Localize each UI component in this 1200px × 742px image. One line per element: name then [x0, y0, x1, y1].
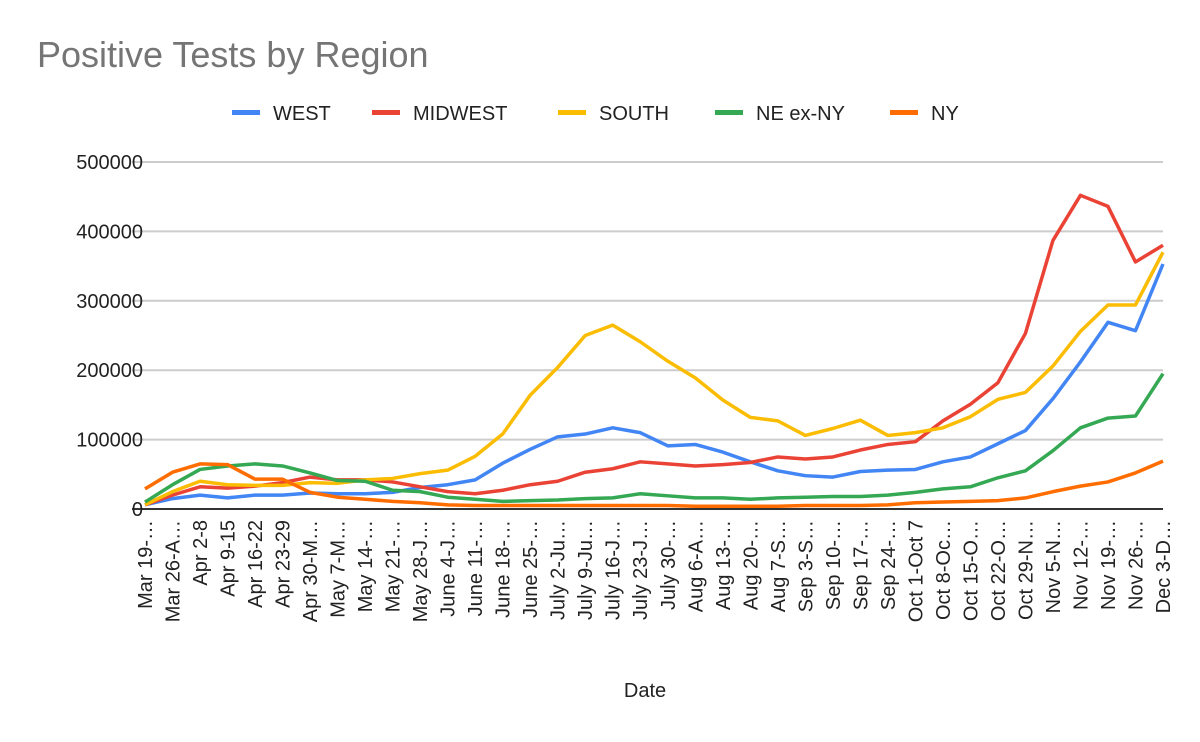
y-tick-label: 200000 — [76, 360, 143, 382]
x-tick-label: Mar 19-… — [135, 520, 157, 609]
x-tick-label: Aug 6-A… — [685, 520, 707, 612]
legend-label: NY — [931, 103, 959, 125]
x-tick-label: Oct 15-O… — [960, 520, 982, 621]
x-tick-label: May 14-… — [355, 520, 377, 612]
series-line-ne-ex-ny — [144, 372, 1165, 504]
x-tick-label: July 30-… — [658, 520, 680, 610]
x-tick-label: May 7-M… — [328, 520, 350, 618]
x-tick-label: June 4-J… — [438, 520, 460, 617]
x-tick-label: Apr 23-29 — [273, 520, 295, 608]
x-tick-label: Apr 9-15 — [218, 520, 240, 597]
legend-swatch — [558, 110, 586, 115]
x-tick-label: Nov 12-… — [1070, 520, 1092, 610]
legend-label: SOUTH — [599, 103, 669, 125]
x-tick-label: Nov 26-… — [1125, 520, 1147, 610]
legend-label: WEST — [273, 103, 331, 125]
x-tick-label: Nov 19-… — [1098, 520, 1120, 610]
y-tick-label: 100000 — [76, 430, 143, 452]
x-tick-label: Sep 3-S… — [795, 520, 817, 612]
x-tick-label: Aug 13-… — [713, 520, 735, 610]
x-tick-label: Apr 30-M… — [300, 520, 322, 622]
x-tick-label: July 16-J… — [603, 520, 625, 620]
y-tick-label: 300000 — [76, 291, 143, 313]
x-tick-label: Aug 20-… — [740, 520, 762, 610]
x-tick-label: Oct 1-Oct 7 — [905, 520, 927, 622]
x-tick-label: Dec 3-D… — [1153, 520, 1175, 613]
legend-swatch — [890, 110, 918, 115]
chart-title: Positive Tests by Region — [37, 34, 429, 75]
x-tick-label: Apr 2-8 — [190, 520, 212, 586]
x-tick-label: July 23-J… — [630, 520, 652, 620]
x-tick-label: Sep 10-… — [823, 520, 845, 610]
x-tick-label: Apr 16-22 — [245, 520, 267, 608]
series-line-ny — [144, 459, 1164, 508]
x-tick-label: June 25-… — [520, 520, 542, 618]
y-tick-label: 0 — [132, 499, 143, 521]
x-tick-label: Aug 7-S… — [768, 520, 790, 612]
x-tick-label: Nov 5-N… — [1043, 520, 1065, 613]
legend-swatch — [232, 110, 260, 115]
y-tick-label: 400000 — [76, 221, 143, 243]
x-tick-label: Mar 26-A… — [163, 520, 185, 622]
x-tick-label: July 2-Ju… — [548, 520, 570, 620]
x-tick-label: June 18-… — [493, 520, 515, 618]
x-tick-label: July 9-Ju… — [575, 520, 597, 620]
series-line-south — [144, 251, 1165, 507]
x-tick-label: June 11-… — [465, 520, 487, 616]
x-tick-label: Sep 17-… — [850, 520, 872, 610]
y-tick-label: 500000 — [76, 152, 143, 174]
x-tick-label: May 28-J… — [410, 520, 432, 622]
x-tick-label: Oct 29-N… — [1015, 520, 1037, 620]
x-tick-label: May 21-… — [383, 520, 405, 612]
series-line-midwest — [144, 193, 1164, 507]
legend-label: MIDWEST — [413, 103, 507, 125]
x-tick-label: Sep 24-… — [878, 520, 900, 610]
x-tick-label: Oct 22-O… — [988, 520, 1010, 621]
legend-label: NE ex-NY — [756, 103, 845, 125]
x-tick-label: Oct 8-Oc… — [933, 520, 955, 620]
legend-swatch — [715, 110, 743, 115]
x-axis-label: Date — [624, 680, 666, 702]
legend-swatch — [372, 110, 400, 115]
